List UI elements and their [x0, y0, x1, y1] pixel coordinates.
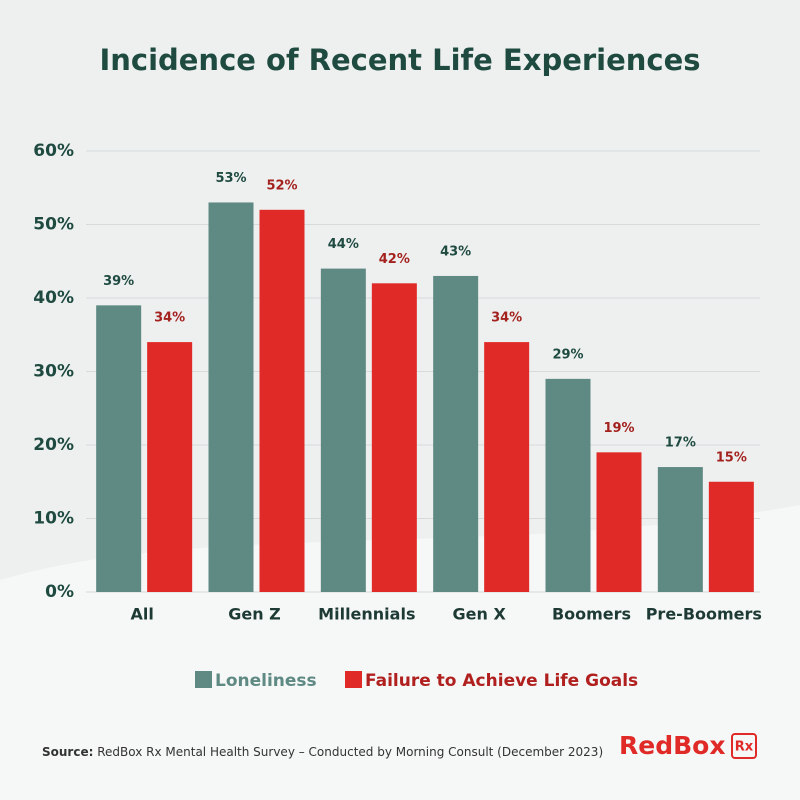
value-label: 52% — [266, 178, 297, 193]
bar — [96, 305, 142, 592]
logo-badge: Rx — [735, 740, 754, 755]
value-label: 34% — [491, 311, 522, 326]
legend-swatch — [345, 671, 362, 688]
y-tick-label: 60% — [33, 141, 74, 161]
y-tick-label: 40% — [33, 288, 74, 308]
source: Source: RedBox Rx Mental Health Survey –… — [42, 745, 603, 759]
y-tick-label: 50% — [33, 215, 74, 235]
source-text: RedBox Rx Mental Health Survey – Conduct… — [97, 745, 603, 759]
bar — [433, 275, 479, 592]
bar — [147, 342, 193, 592]
value-label: 44% — [328, 237, 359, 252]
bar — [708, 481, 754, 592]
legend-label: Failure to Achieve Life Goals — [365, 671, 638, 691]
bar — [484, 342, 530, 592]
value-label: 39% — [103, 274, 134, 289]
x-tick-label: Boomers — [552, 605, 631, 624]
x-tick-label: Millennials — [318, 605, 415, 624]
y-tick-label: 0% — [45, 582, 74, 602]
legend-label: Loneliness — [215, 671, 317, 691]
bar — [657, 467, 703, 592]
value-label: 15% — [716, 450, 747, 465]
source-label: Source: — [42, 745, 93, 759]
value-label: 43% — [440, 244, 471, 259]
chart-title: Incidence of Recent Life Experiences — [99, 43, 700, 77]
logo: RedBox — [619, 731, 725, 760]
value-label: 42% — [379, 252, 410, 267]
x-tick-label: Gen X — [453, 605, 507, 624]
bar — [545, 378, 591, 592]
value-label: 34% — [154, 311, 185, 326]
x-tick-label: All — [130, 605, 153, 624]
value-label: 19% — [603, 421, 634, 436]
x-tick-label: Pre-Boomers — [646, 605, 762, 624]
bar — [259, 209, 305, 593]
value-label: 53% — [215, 171, 246, 186]
y-tick-label: 20% — [33, 435, 74, 455]
bar — [371, 283, 417, 592]
logo-badge-box — [731, 733, 757, 759]
value-label: 29% — [552, 347, 583, 362]
bar — [320, 268, 366, 592]
y-tick-label: 30% — [33, 362, 74, 382]
value-label: 17% — [665, 436, 696, 451]
legend-swatch — [195, 671, 212, 688]
x-tick-label: Gen Z — [228, 605, 281, 624]
y-tick-label: 10% — [33, 509, 74, 529]
bar — [596, 452, 642, 592]
bar — [208, 202, 254, 592]
